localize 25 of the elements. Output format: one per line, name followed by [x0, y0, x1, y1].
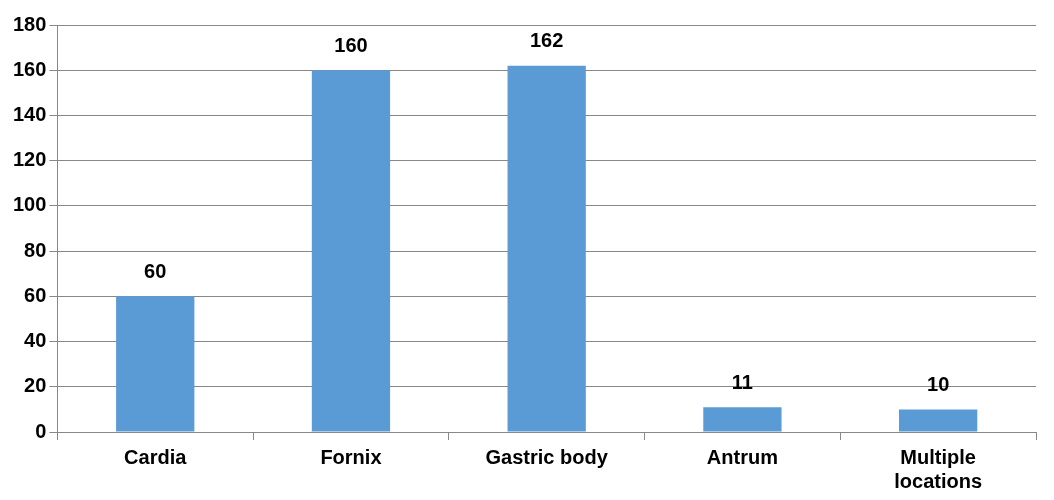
x-tick-label: Gastric body — [485, 445, 609, 468]
x-tick-label: Fornix — [320, 445, 382, 468]
y-tick-label: 60 — [24, 283, 47, 306]
y-tick-label: 180 — [12, 12, 47, 35]
data-label: 160 — [334, 33, 368, 56]
data-label: 162 — [530, 29, 564, 52]
data-label: 10 — [927, 372, 950, 395]
bar — [311, 70, 391, 432]
bar — [507, 65, 586, 432]
x-tick-label: Multiple locations — [894, 445, 983, 492]
bar — [703, 407, 782, 432]
bar — [898, 409, 978, 432]
y-tick-label: 40 — [24, 329, 47, 352]
y-tick-label: 0 — [35, 419, 47, 442]
y-tick-label: 120 — [12, 148, 47, 171]
y-tick-label: 100 — [12, 193, 47, 216]
y-tick-label: 140 — [12, 102, 47, 125]
y-tick-label: 80 — [24, 238, 47, 261]
y-tick-label: 20 — [24, 374, 47, 397]
data-label: 11 — [731, 370, 753, 393]
bar — [116, 296, 195, 432]
data-label: 60 — [144, 259, 167, 282]
x-tick-label: Cardia — [124, 445, 188, 468]
x-tick-label: Antrum — [706, 445, 778, 468]
y-tick-label: 160 — [12, 57, 47, 80]
